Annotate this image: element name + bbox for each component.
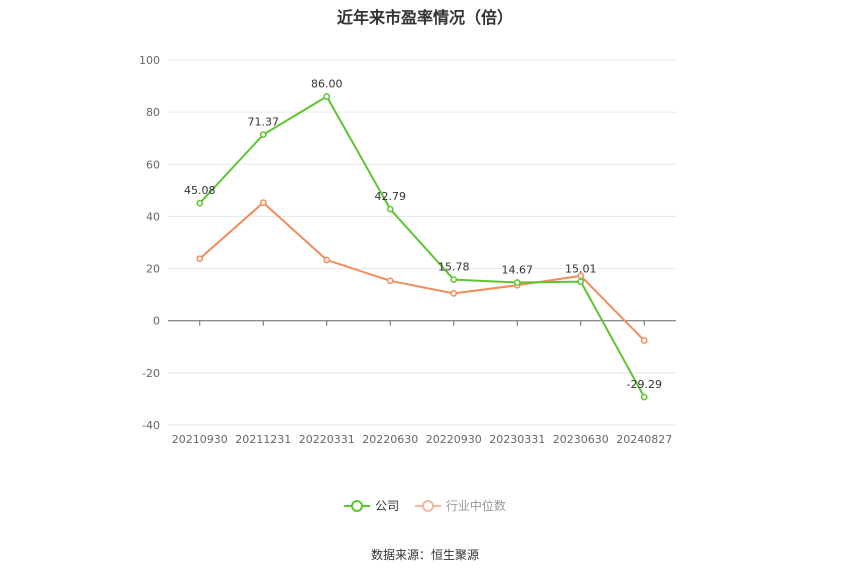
data-label: 15.78 <box>438 261 470 274</box>
source-note: 数据来源：恒生聚源 <box>370 548 479 562</box>
data-label: 71.37 <box>248 116 280 129</box>
data-point-company <box>196 199 204 207</box>
legend-industry-median-label: 行业中位数 <box>445 499 506 513</box>
y-tick-label: 20 <box>146 263 160 276</box>
y-tick-label: 0 <box>153 315 160 328</box>
data-point-industry-median <box>323 256 331 264</box>
data-point-industry-median <box>259 199 267 206</box>
series-line-industry-median <box>199 201 645 342</box>
data-label: -29.29 <box>627 378 662 391</box>
legend-item-industry-median[interactable]: 行业中位数 <box>414 497 506 514</box>
y-tick-label: 80 <box>146 106 160 119</box>
y-tick-label: 100 <box>139 54 160 67</box>
legend-company-label: 公司 <box>375 499 400 513</box>
data-point-industry-median <box>450 289 458 297</box>
data-label: 14.67 <box>502 263 534 276</box>
y-tick-label: 60 <box>146 158 160 171</box>
data-point-company <box>450 276 458 283</box>
x-tick-label: 20230630 <box>553 433 609 446</box>
data-point-company <box>640 393 648 401</box>
data-label: 86.00 <box>311 78 343 91</box>
data-point-industry-median <box>196 255 204 263</box>
data-point-company <box>259 131 267 138</box>
data-point-company <box>577 278 585 285</box>
series-line-company <box>199 95 646 398</box>
y-tick-label: 40 <box>146 210 160 223</box>
y-tick-label: -20 <box>142 367 160 380</box>
grid-lines <box>168 59 676 426</box>
x-tick-label: 20220331 <box>299 433 355 446</box>
y-tick-label: -40 <box>142 419 160 432</box>
data-point-company <box>513 279 521 286</box>
data-point-company <box>386 205 394 213</box>
x-tick-label: 20240827 <box>616 433 672 446</box>
x-tick-label: 20220630 <box>362 433 418 446</box>
legend-item-company[interactable]: 公司 <box>344 497 399 514</box>
legend-industry-median-icon <box>414 499 441 512</box>
chart-title: 近年来市盈率情况（倍） <box>336 8 513 27</box>
x-tick-label: 20211231 <box>235 433 291 446</box>
data-point-industry-median <box>386 277 394 285</box>
data-labels: 45.08 71.37 86.00 42.79 15.78 14.67 15.01 -29.2… <box>184 78 662 392</box>
data-label: 42.79 <box>375 190 407 203</box>
data-label: 45.08 <box>184 184 216 197</box>
series-layer <box>196 93 648 401</box>
axes: -40 -20 0 20 40 60 80 100 20210930 20211231 202203… <box>139 54 676 446</box>
data-label: 15.01 <box>565 263 597 276</box>
data-point-company <box>323 93 331 100</box>
x-tick-label: 20210930 <box>172 433 228 446</box>
x-tick-label: 20230331 <box>489 433 545 446</box>
data-point-industry-median <box>640 337 648 344</box>
legend: 公司 行业中位数 <box>0 497 850 516</box>
legend-company-icon <box>344 499 371 512</box>
x-tick-label: 20220930 <box>426 433 482 446</box>
